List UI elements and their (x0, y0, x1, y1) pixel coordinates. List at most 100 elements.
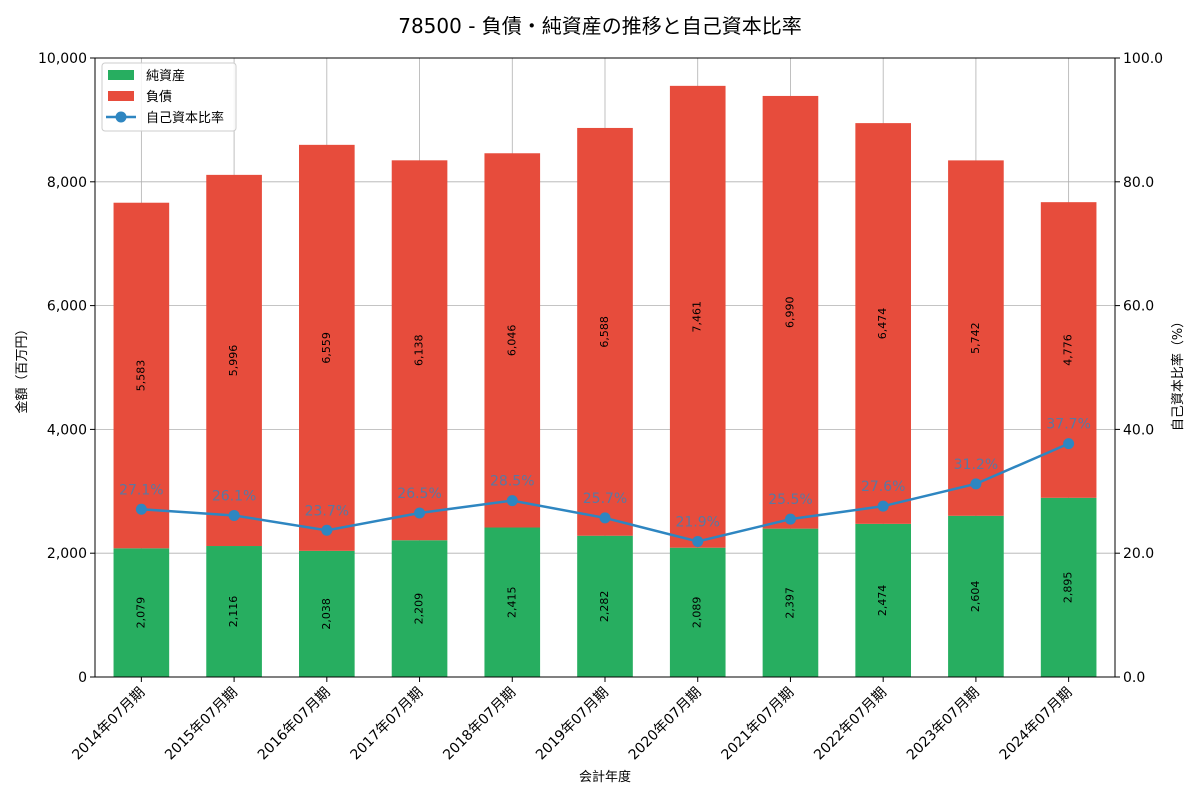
ratio-point (599, 512, 611, 524)
ratio-label: 37.7% (1046, 417, 1090, 433)
x-tick-label: 2024年07月期 (997, 685, 1076, 764)
bar-label-liabilities: 4,776 (1062, 334, 1075, 366)
bar-liabilities (948, 160, 1004, 516)
bar-net-assets (113, 548, 170, 677)
line-layer: 27.1% 26.1% 23.7% 26.5% 28.5% 25.7% 21.9% 25.5%… (119, 417, 1091, 547)
bar-liabilities (855, 123, 911, 524)
ratio-label: 26.1% (212, 488, 256, 504)
bar-label-liabilities: 6,588 (598, 316, 611, 348)
legend-label-liabilities: 負債 (146, 90, 172, 105)
bar-label-liabilities: 6,046 (505, 325, 518, 357)
y-axis-title: 金額（百万円） (14, 322, 30, 413)
bar-label-net-assets: 2,079 (134, 597, 147, 629)
ratio-label: 28.5% (490, 474, 534, 490)
ratio-label: 27.1% (119, 482, 163, 498)
bar-label-liabilities: 5,996 (227, 345, 240, 377)
legend-swatch-liabilities (108, 91, 134, 101)
bar-net-assets (762, 528, 819, 677)
bar-liabilities (762, 95, 819, 529)
bar-liabilities (669, 85, 726, 548)
bar-net-assets (669, 547, 726, 677)
y-tick-label: 6,000 (47, 299, 87, 315)
y-tick-label: 10,000 (38, 51, 87, 67)
y-tick-label: 0 (78, 670, 87, 686)
ratio-point (784, 513, 796, 525)
chart-title: 78500 - 負債・純資産の推移と自己資本比率 (398, 14, 802, 38)
ratio-label: 31.2% (954, 457, 998, 473)
bar-label-liabilities: 6,990 (783, 297, 796, 329)
ratio-point (228, 509, 240, 521)
bar-label-net-assets: 2,895 (1062, 572, 1075, 604)
legend-label-net-assets: 純資産 (146, 68, 185, 84)
legend-box (101, 62, 237, 132)
legend: 純資産 負債 自己資本比率 (101, 62, 237, 132)
ratio-point (135, 503, 147, 515)
bar-label-net-assets: 2,604 (969, 581, 982, 613)
ratio-label: 21.9% (675, 514, 719, 530)
bar-liabilities (484, 153, 541, 528)
bar-label-net-assets: 2,038 (320, 598, 333, 630)
x-tick-label: 2016年07月期 (255, 685, 334, 764)
ratio-label: 25.5% (768, 492, 812, 508)
bar-liabilities (113, 202, 170, 549)
y-tick-label: 4,000 (47, 422, 87, 438)
y-right-tick-label: 100.0 (1123, 51, 1163, 67)
ratio-point (1063, 438, 1075, 450)
y-right-tick-label: 0.0 (1123, 670, 1145, 686)
x-tick-label: 2022年07月期 (811, 685, 890, 764)
x-tick-label: 2015年07月期 (162, 685, 241, 764)
bar-liabilities (577, 127, 633, 536)
y-right-tick-label: 60.0 (1123, 299, 1154, 315)
ratio-point (970, 478, 982, 490)
x-tick-label: 2018年07月期 (440, 685, 519, 764)
x-tick-label: 2023年07月期 (904, 685, 983, 764)
bar-label-liabilities: 7,461 (691, 301, 704, 333)
x-tick-label: 2020年07月期 (626, 685, 705, 764)
y-right-tick-label: 40.0 (1123, 422, 1154, 438)
ratio-point (414, 507, 426, 519)
bar-label-net-assets: 2,116 (227, 596, 240, 628)
bar-net-assets (855, 523, 911, 677)
ratio-label: 26.5% (397, 486, 441, 502)
bar-liabilities (299, 144, 355, 551)
bar-layer: 2,079 5,583 2,116 5,996 2,038 6,559 2,209 6,138… (113, 85, 1097, 677)
bar-label-net-assets: 2,209 (413, 593, 426, 625)
bar-net-assets (206, 546, 262, 677)
y-axis-right-title: 自己資本比率（%） (1170, 315, 1186, 431)
legend-swatch-ratio-marker (115, 111, 127, 123)
ratio-label: 27.6% (861, 479, 905, 495)
bar-label-liabilities: 6,474 (876, 308, 889, 340)
x-tick-label: 2014年07月期 (69, 685, 148, 764)
ratio-point (877, 500, 889, 512)
y-tick-label: 8,000 (47, 175, 87, 191)
legend-label-ratio: 自己資本比率 (146, 110, 224, 126)
x-tick-label: 2017年07月期 (348, 685, 427, 764)
x-tick-label: 2021年07月期 (718, 685, 797, 764)
bar-net-assets (299, 550, 355, 677)
bar-net-assets (484, 527, 541, 677)
y-right-tick-label: 80.0 (1123, 175, 1154, 191)
ratio-point (692, 535, 704, 547)
bar-net-assets (948, 515, 1004, 677)
bar-label-net-assets: 2,397 (783, 587, 796, 619)
bar-label-liabilities: 6,138 (413, 335, 426, 367)
bar-label-net-assets: 2,415 (505, 587, 518, 619)
bar-label-net-assets: 2,474 (876, 585, 889, 617)
bar-net-assets (391, 540, 448, 677)
bar-net-assets (1040, 497, 1097, 677)
bar-net-assets (577, 535, 633, 677)
legend-swatch-net-assets (108, 70, 134, 80)
bar-liabilities (206, 174, 262, 547)
bar-label-net-assets: 2,089 (691, 597, 704, 629)
y-right-tick-label: 20.0 (1123, 546, 1154, 562)
bar-label-net-assets: 2,282 (598, 591, 611, 623)
x-axis-title: 会計年度 (579, 769, 631, 785)
ratio-label: 23.7% (305, 503, 349, 519)
ratio-point (321, 524, 333, 536)
bar-label-liabilities: 5,742 (969, 322, 982, 354)
y-tick-label: 2,000 (47, 546, 87, 562)
bar-label-liabilities: 6,559 (320, 332, 333, 364)
x-tick-label: 2019年07月期 (533, 685, 612, 764)
